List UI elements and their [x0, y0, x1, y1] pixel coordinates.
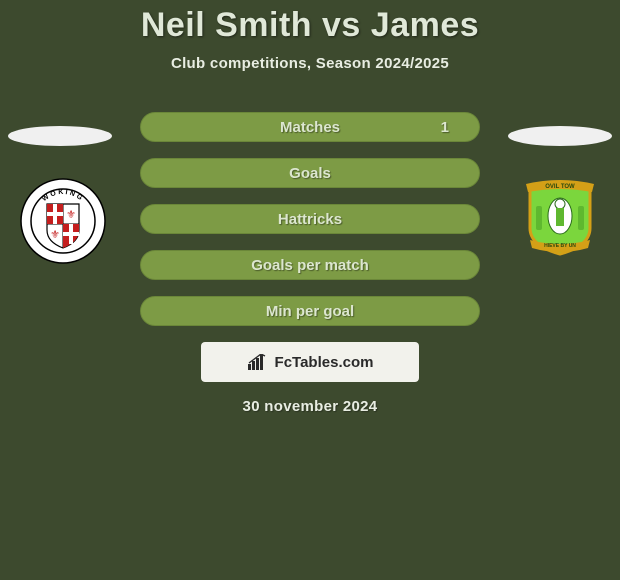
bar-min-per-goal: Min per goal	[140, 296, 480, 326]
svg-text:HIEVE BY UN: HIEVE BY UN	[544, 243, 576, 249]
plate-left	[8, 126, 112, 146]
bar-hattricks: Hattricks	[140, 204, 480, 234]
crest-left: WOKING ⚜ ⚜	[20, 178, 106, 264]
chart-icon	[247, 354, 269, 370]
bar-label: Goals per match	[251, 257, 369, 274]
watermark-text: FcTables.com	[275, 354, 374, 371]
stat-bars: Matches 1 Goals Hattricks Goals per matc…	[140, 112, 480, 326]
bar-value: 1	[441, 119, 449, 136]
svg-text:⚜: ⚜	[66, 209, 76, 221]
bar-label: Hattricks	[278, 211, 342, 228]
subtitle: Club competitions, Season 2024/2025	[0, 55, 620, 72]
bar-goals-per-match: Goals per match	[140, 250, 480, 280]
date: 30 november 2024	[0, 398, 620, 415]
svg-text:OVIL TOW: OVIL TOW	[545, 184, 575, 190]
page-title: Neil Smith vs James	[0, 6, 620, 45]
svg-text:⚜: ⚜	[50, 229, 60, 241]
bar-label: Matches	[280, 119, 340, 136]
watermark: FcTables.com	[201, 342, 419, 382]
bar-goals: Goals	[140, 158, 480, 188]
plate-right	[508, 126, 612, 146]
crest-right: OVIL TOW HIEVE BY UN	[520, 178, 600, 258]
bar-label: Goals	[289, 165, 331, 182]
bar-matches: Matches 1	[140, 112, 480, 142]
bar-label: Min per goal	[266, 303, 354, 320]
